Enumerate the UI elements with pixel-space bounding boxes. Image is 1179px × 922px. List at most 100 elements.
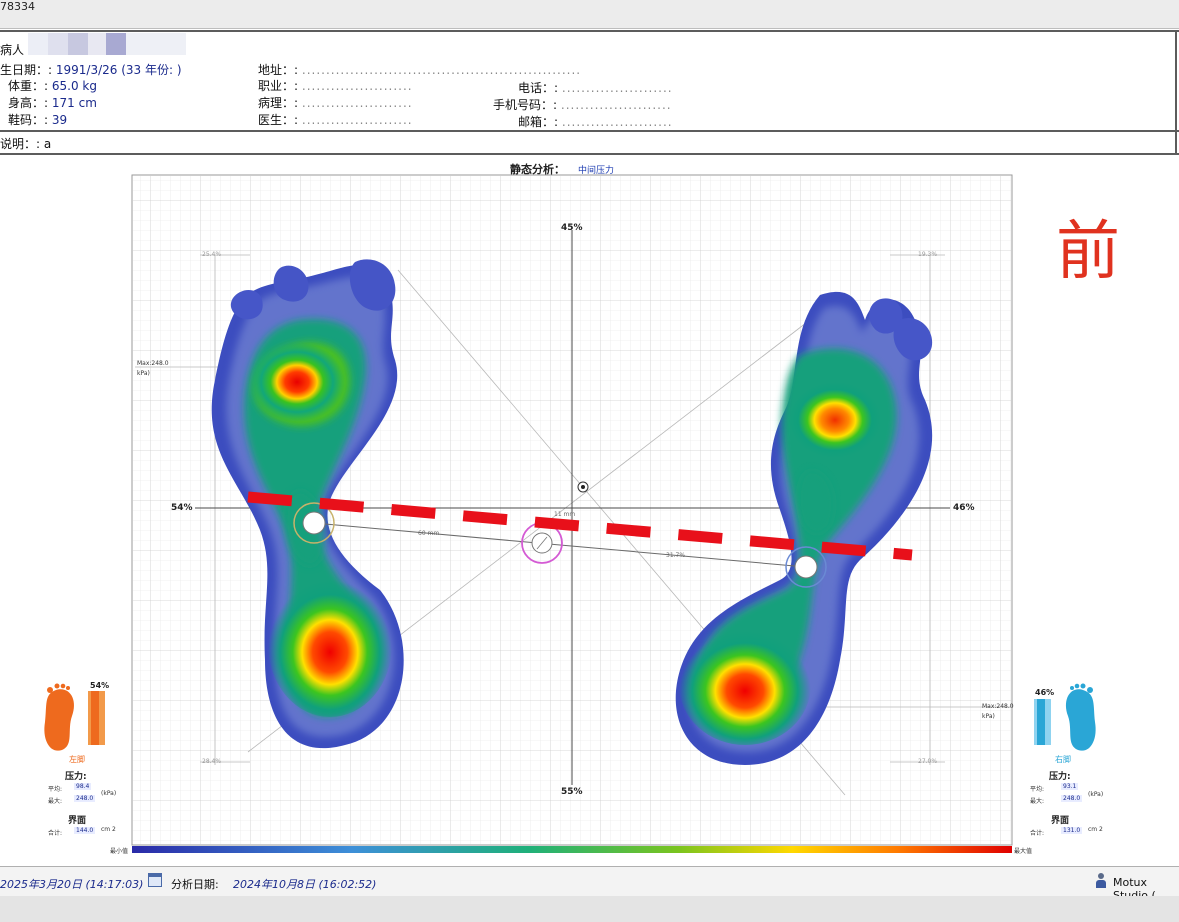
corner-bl-label: 28.4%	[202, 758, 222, 765]
cop-markers	[293, 481, 827, 588]
right-avg-label: 平均:	[1030, 786, 1045, 793]
front-annotation: 前	[1056, 215, 1120, 289]
mobile-row: 手机号码：: .......................	[493, 97, 672, 113]
left-avg-label: 平均:	[48, 786, 63, 793]
right-max-value: 248.0	[1061, 795, 1083, 802]
patient-name-label: 病人	[0, 43, 25, 57]
left-pressure-label: 压力:	[65, 772, 87, 782]
shoe-value: 39	[51, 113, 68, 127]
height-label: 身高：:	[8, 96, 49, 110]
right-foot-name: 右脚	[1055, 755, 1071, 764]
left-total-value: 144.0	[74, 827, 96, 834]
center-measure-3: 31.7%	[666, 552, 686, 559]
right-total-value: 131.0	[1061, 827, 1083, 834]
pathology-label: 病理：:	[258, 96, 299, 110]
panel-top-border	[0, 30, 1179, 32]
bottom-strip	[0, 896, 1179, 922]
address-label: 地址：:	[258, 63, 299, 77]
job-row: 职业：: .......................	[258, 78, 413, 94]
mail-label: 邮箱：:	[518, 115, 559, 129]
analysis-date-value: 2024年10月8日 (16:02:52)	[233, 878, 377, 891]
center-measure-2: 60 mm	[418, 530, 440, 537]
left-cop-marker	[302, 511, 326, 535]
red-dashed-annotation-line	[247, 491, 913, 561]
doctor-label: 医生：:	[258, 113, 299, 127]
pressure-scale-bar	[132, 846, 1012, 853]
job-label: 职业：:	[258, 79, 299, 93]
pathology-row: 病理：: .......................	[258, 95, 413, 111]
corner-tl-label: 25.4%	[202, 251, 222, 258]
status-bar: 2025年3月20日 (14:17:03) 分析日期: 2024年10月8日 (…	[0, 866, 1179, 902]
doctor-row: 医生：: .......................	[258, 112, 413, 128]
right-cop-ring	[785, 546, 827, 588]
right-cop-marker	[794, 555, 818, 579]
left-pressure-unit: (kPa)	[101, 790, 117, 797]
left-area-unit: cm 2	[101, 826, 116, 833]
mail-value: .......................	[561, 115, 673, 129]
record-date: 2025年3月20日 (14:17:03)	[0, 878, 144, 891]
right-area-unit: cm 2	[1088, 826, 1103, 833]
mobile-value: .......................	[560, 98, 672, 112]
height-row: 身高：: 171 cm	[8, 95, 97, 111]
mobile-label: 手机号码：:	[493, 98, 558, 112]
doctor-value: .......................	[301, 113, 413, 127]
window-title: 78334	[0, 0, 35, 13]
bottom-pct-label: 55%	[561, 787, 583, 797]
address-value: ........................................…	[301, 63, 582, 77]
left-foot-pct: 54%	[90, 681, 110, 690]
left-pct-label: 54%	[171, 503, 193, 513]
weight-value: 65.0 kg	[51, 79, 97, 93]
left-foot-icon	[44, 683, 75, 751]
left-foot-heatmap	[211, 259, 404, 749]
max-left-unit: kPa)	[137, 370, 150, 377]
corner-tr-label: 19.3%	[918, 251, 938, 258]
left-foot-name: 左脚	[69, 755, 85, 764]
analysis-date-label: 分析日期:	[171, 878, 219, 891]
mail-row: 邮箱：: .......................	[518, 114, 673, 130]
right-foot-pct: 46%	[1035, 688, 1055, 697]
left-cop-ring	[293, 502, 335, 544]
calendar-icon	[148, 873, 162, 887]
panel-mid-border	[0, 130, 1179, 132]
left-total-label: 合计:	[48, 830, 63, 837]
phone-value: .......................	[561, 81, 673, 95]
max-right-label: Max:248.0	[982, 703, 1014, 710]
birth-label: 生日期：:	[0, 63, 53, 77]
left-max-value: 248.0	[74, 795, 96, 802]
right-avg-value: 93.1	[1061, 783, 1079, 790]
pathology-value: .......................	[301, 96, 413, 110]
panel-right-border	[1175, 30, 1177, 154]
top-pct-label: 45%	[561, 223, 583, 233]
max-left-label: Max:248.0	[137, 360, 169, 367]
notes-field: 说明：: a	[0, 137, 52, 151]
right-foot-heatmap	[675, 291, 933, 765]
right-foot-icon	[1065, 683, 1096, 751]
panel-bottom-border	[0, 153, 1179, 155]
right-total-label: 合计:	[1030, 830, 1045, 837]
birth-value: 1991/3/26 (33 年份: )	[55, 63, 182, 77]
scale-min-label: 最小值	[110, 848, 129, 855]
title-bar: 78334	[0, 0, 1179, 29]
left-max-label: 最大:	[48, 798, 63, 805]
birth-row: 生日期：: 1991/3/26 (33 年份: )	[0, 62, 182, 78]
left-surface-label: 界面	[68, 816, 87, 826]
max-right-unit: kPa)	[982, 713, 995, 720]
center-measure-1: 11 mm	[554, 511, 576, 518]
left-avg-value: 98.4	[74, 783, 92, 790]
analysis-mode-select[interactable]: 中间压力	[578, 166, 615, 176]
analysis-title: 静态分析：	[510, 163, 565, 176]
patient-name-redacted	[28, 33, 186, 55]
job-value: .......................	[301, 79, 413, 93]
user-icon	[1096, 873, 1106, 889]
right-pressure-label: 压力:	[1049, 772, 1071, 782]
address-row: 地址：: ...................................…	[258, 62, 581, 78]
weight-row: 体重：: 65.0 kg	[8, 78, 97, 94]
right-max-label: 最大:	[1030, 798, 1045, 805]
shoe-label: 鞋码：:	[8, 113, 49, 127]
right-pct-label: 46%	[953, 503, 975, 513]
right-pressure-unit: (kPa)	[1088, 791, 1104, 798]
phone-row: 电话：: .......................	[518, 80, 673, 96]
phone-label: 电话：:	[518, 81, 559, 95]
height-value: 171 cm	[51, 96, 97, 110]
